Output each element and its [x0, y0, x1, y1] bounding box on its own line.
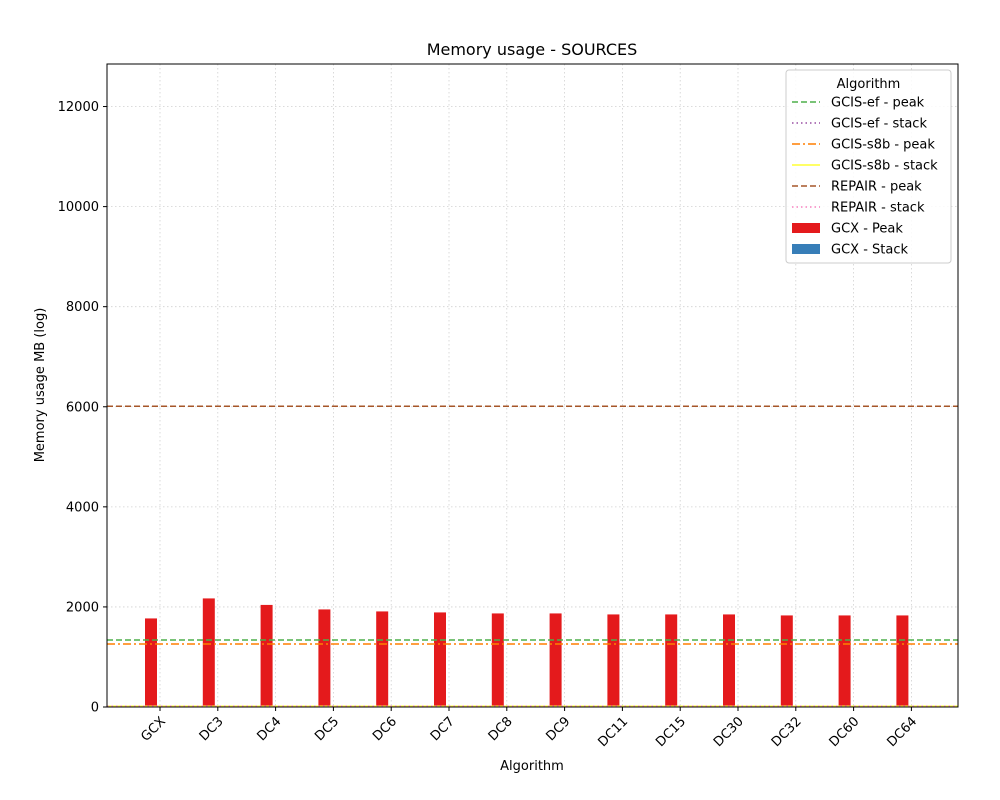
- legend-swatch-bar: [792, 244, 820, 254]
- bar-gcx-peak-dc7: [434, 612, 446, 707]
- bar-gcx-peak-dc6: [376, 611, 389, 707]
- x-axis-ticks: GCX DC3 DC4 DC5 DC6 DC7 DC8 DC9 DC11 DC15 DC30 DC32…: [138, 707, 920, 750]
- bar-gcx-peak-gcx: [145, 618, 157, 707]
- reference-lines: [107, 405, 958, 707]
- legend-label: GCX - Peak: [831, 222, 903, 237]
- plot-frame: [106, 63, 959, 708]
- bar-gcx-peak-dc5: [318, 609, 331, 707]
- bar-gcx-peak-dc15: [665, 614, 678, 707]
- x-tick-label: DC9: [543, 714, 573, 744]
- legend-label: GCIS-ef - stack: [831, 117, 927, 132]
- y-tick-label: 12000: [58, 100, 99, 115]
- x-tick-label: DC5: [312, 714, 342, 744]
- x-tick-label: DC6: [370, 714, 400, 744]
- legend-label: REPAIR - stack: [831, 201, 925, 216]
- bar-gcx-peak-dc9: [549, 613, 562, 707]
- x-tick-label: DC7: [428, 714, 458, 744]
- y-tick-label: 6000: [66, 400, 99, 415]
- y-axis-ticks: 0 2000 4000 6000 8000 10000 12000: [58, 100, 107, 716]
- legend-label: REPAIR - peak: [831, 180, 922, 195]
- bar-gcx-peak-dc30: [723, 614, 735, 707]
- bar-gcx-peak-dc8: [491, 613, 504, 707]
- x-tick-label: DC30: [711, 714, 747, 750]
- bar-gcx-peak-dc11: [607, 614, 620, 707]
- x-tick-label: DC64: [884, 714, 920, 750]
- legend-swatch-bar: [792, 223, 820, 233]
- x-tick-label: DC8: [486, 714, 516, 744]
- x-tick-label: DC11: [595, 714, 631, 750]
- x-tick-label: GCX: [138, 714, 169, 745]
- legend-title: Algorithm: [837, 77, 901, 92]
- legend-box: [785, 69, 952, 264]
- x-tick-label: DC4: [254, 714, 284, 744]
- x-tick-label: DC60: [827, 714, 863, 750]
- bars: [145, 598, 909, 707]
- legend-label: GCIS-s8b - peak: [831, 138, 935, 153]
- bar-gcx-peak-dc3: [202, 598, 215, 707]
- bar-gcx-peak-dc60: [838, 615, 851, 707]
- x-tick-label: DC15: [653, 714, 689, 750]
- y-tick-label: 4000: [66, 500, 99, 515]
- x-tick-label: DC32: [769, 714, 805, 750]
- x-tick-label: DC3: [197, 714, 227, 744]
- legend: Algorithm GCIS-ef - peak GCIS-ef - stack G…: [785, 69, 952, 264]
- legend-label: GCIS-s8b - stack: [831, 159, 938, 174]
- y-axis-label: Memory usage MB (log): [33, 308, 48, 463]
- legend-label: GCX - Stack: [831, 243, 908, 258]
- bar-gcx-peak-dc4: [260, 604, 273, 707]
- y-tick-label: 0: [91, 701, 99, 716]
- y-tick-label: 10000: [58, 200, 99, 215]
- y-tick-label: 8000: [66, 300, 99, 315]
- chart-title: Memory usage - SOURCES: [427, 40, 638, 59]
- bar-gcx-peak-dc32: [780, 615, 793, 707]
- x-axis-label: Algorithm: [500, 759, 564, 774]
- y-tick-label: 2000: [66, 600, 99, 615]
- bar-gcx-peak-dc64: [896, 615, 909, 707]
- legend-label: GCIS-ef - peak: [831, 96, 925, 111]
